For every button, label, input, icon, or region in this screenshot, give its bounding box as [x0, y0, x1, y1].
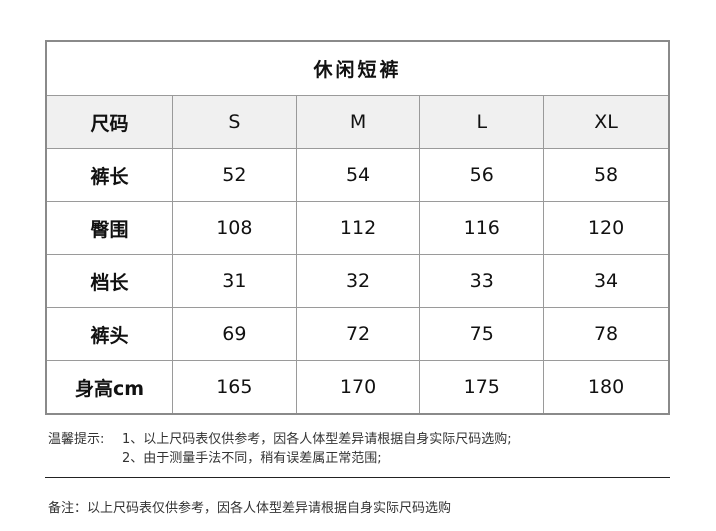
- table-cell: 58: [543, 148, 670, 202]
- row-label: 身高cm: [45, 360, 173, 415]
- table-cell: 54: [295, 148, 421, 202]
- table-row: 档长 31 32 33 34: [45, 254, 670, 308]
- divider: [45, 477, 670, 478]
- header-cell: M: [295, 95, 421, 149]
- table-cell: 170: [295, 360, 421, 415]
- tips-line-1: 1、以上尺码表仅供参考，因各人体型差异请根据自身实际尺码选购;: [122, 432, 512, 447]
- tips-line-2: 2、由于测量手法不同，稍有误差属正常范围;: [122, 451, 382, 466]
- table-cell: 56: [419, 148, 545, 202]
- header-cell: S: [172, 95, 297, 149]
- table-cell: 34: [543, 254, 670, 308]
- table-title: 休闲短裤: [45, 40, 670, 96]
- row-label: 裤长: [45, 148, 173, 202]
- table-row: 臀围 108 112 116 120: [45, 201, 670, 255]
- table-cell: 112: [295, 201, 421, 255]
- table-cell: 52: [172, 148, 297, 202]
- row-label: 裤头: [45, 307, 173, 361]
- header-cell: L: [419, 95, 545, 149]
- table-cell: 78: [543, 307, 670, 361]
- row-label: 臀围: [45, 201, 173, 255]
- table-cell: 33: [419, 254, 545, 308]
- table-cell: 31: [172, 254, 297, 308]
- table-cell: 32: [295, 254, 421, 308]
- table-cell: 72: [295, 307, 421, 361]
- table-row: 裤长 52 54 56 58: [45, 148, 670, 202]
- table-cell: 175: [419, 360, 545, 415]
- header-row: 尺码 S M L XL: [45, 95, 670, 149]
- table-cell: 165: [172, 360, 297, 415]
- table-cell: 69: [172, 307, 297, 361]
- header-cell: 尺码: [45, 95, 173, 149]
- size-chart-table: 休闲短裤 尺码 S M L XL 裤长 52 54 56 58 臀围 108 1…: [45, 40, 670, 415]
- table-cell: 108: [172, 201, 297, 255]
- table-row: 身高cm 165 170 175 180: [45, 360, 670, 415]
- table-cell: 116: [419, 201, 545, 255]
- table-cell: 120: [543, 201, 670, 255]
- remark-text: 备注：以上尺码表仅供参考，因各人体型差异请根据自身实际尺码选购: [48, 501, 452, 516]
- header-cell: XL: [543, 95, 670, 149]
- table-cell: 180: [543, 360, 670, 415]
- table-row: 裤头 69 72 75 78: [45, 307, 670, 361]
- row-label: 档长: [45, 254, 173, 308]
- tips-label: 温馨提示:: [48, 432, 105, 447]
- table-cell: 75: [419, 307, 545, 361]
